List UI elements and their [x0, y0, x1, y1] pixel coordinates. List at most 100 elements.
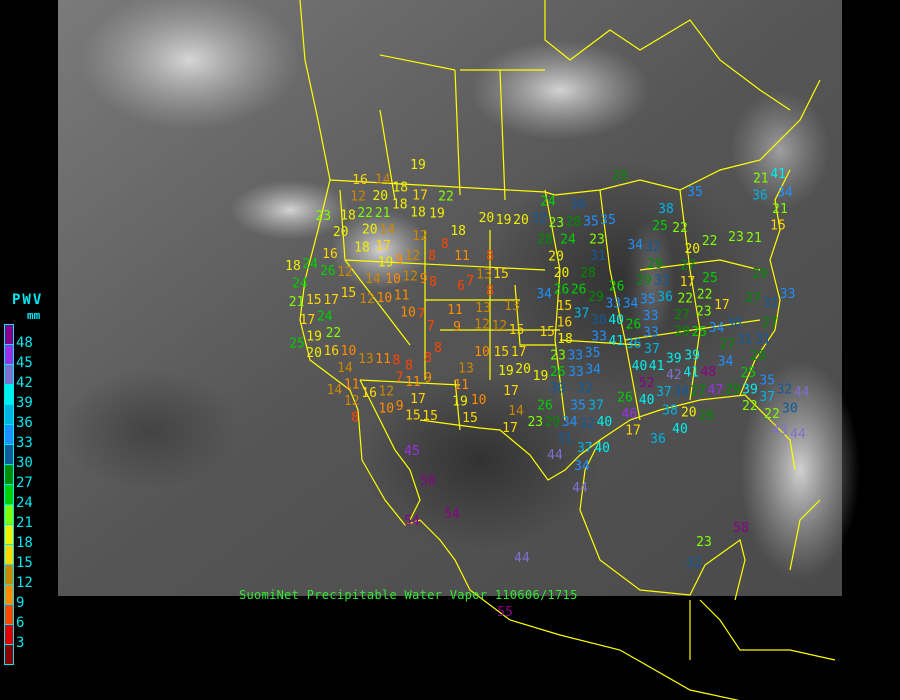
- pwv-station-value: 20: [515, 362, 531, 377]
- pwv-station-value: 8: [486, 249, 494, 264]
- pwv-station-value: 36: [650, 432, 666, 447]
- pwv-station-value: 30: [570, 198, 586, 213]
- pwv-station-value: 35: [585, 346, 601, 361]
- pwv-station-value: 32: [686, 556, 702, 571]
- pwv-station-value: 14: [508, 404, 524, 419]
- pwv-station-value: 29: [674, 325, 690, 340]
- pwv-station-value: 6: [457, 279, 465, 294]
- pwv-station-value: 8: [441, 237, 449, 252]
- pwv-station-value: 22: [677, 292, 693, 307]
- pwv-station-value: 37: [577, 441, 593, 456]
- legend-color-bar: [4, 324, 14, 665]
- pwv-station-value: 13: [358, 352, 374, 367]
- pwv-station-value: 21: [746, 231, 762, 246]
- pwv-station-value: 11: [453, 378, 469, 393]
- legend-label: 39: [16, 395, 33, 411]
- pwv-station-value: 12: [492, 319, 508, 334]
- pwv-station-value: 15: [557, 299, 573, 314]
- pwv-station-value: 23: [550, 349, 566, 364]
- pwv-station-value: 14: [365, 272, 381, 287]
- pwv-station-value: 33: [643, 309, 659, 324]
- legend-label: 21: [16, 515, 33, 531]
- pwv-station-value: 36: [752, 188, 768, 203]
- pwv-station-value: 10: [400, 305, 416, 320]
- pwv-station-value: 22: [702, 234, 718, 249]
- pwv-station-value: 35: [687, 185, 703, 200]
- pwv-station-value: 9: [396, 399, 404, 414]
- pwv-station-value: 12: [404, 249, 420, 264]
- pwv-station-value: 22: [326, 326, 342, 341]
- pwv-station-value: 13: [458, 361, 474, 376]
- pwv-station-value: 16: [361, 386, 377, 401]
- pwv-station-value: 29: [588, 290, 604, 305]
- pwv-station-value: 43: [772, 423, 788, 438]
- pwv-station-value: 54: [444, 507, 460, 522]
- legend-swatch: [4, 505, 14, 525]
- pwv-station-value: 12: [474, 317, 490, 332]
- pwv-station-value: 29: [545, 415, 561, 430]
- pwv-station-value: 19: [452, 395, 468, 410]
- pwv-station-value: 29: [698, 409, 714, 424]
- pwv-station-value: 11: [375, 352, 391, 367]
- pwv-station-value: 37: [656, 385, 672, 400]
- pwv-station-value: 12: [350, 189, 366, 204]
- pwv-station-value: 8: [424, 351, 432, 366]
- pwv-station-value: 15: [405, 408, 421, 423]
- pwv-station-value: 8: [429, 275, 437, 290]
- pwv-station-value: 25: [652, 219, 668, 234]
- pwv-station-value: 39: [742, 382, 758, 397]
- pwv-station-value: 22: [697, 288, 713, 303]
- pwv-station-value: 36: [626, 337, 642, 352]
- pwv-station-value: 27: [690, 384, 706, 399]
- pwv-station-value: 35: [640, 293, 656, 308]
- legend-label: 33: [16, 435, 33, 451]
- pwv-station-value: 19: [306, 329, 322, 344]
- pwv-station-value: 38: [662, 404, 678, 419]
- legend-label: 45: [16, 355, 33, 371]
- pwv-station-value: 30: [726, 316, 742, 331]
- pwv-station-value: 41: [770, 167, 786, 182]
- pwv-station-value: 8: [434, 341, 442, 356]
- pwv-station-value: 9: [420, 272, 428, 287]
- pwv-station-value: 32: [645, 240, 661, 255]
- pwv-station-value: 10: [378, 401, 394, 416]
- legend-swatch: [4, 385, 14, 405]
- pwv-station-value: 18: [340, 208, 356, 223]
- pwv-station-value: 32: [579, 417, 595, 432]
- pwv-station-value: 22: [672, 221, 688, 236]
- pwv-station-value: 23: [548, 216, 564, 231]
- pwv-station-value: 26: [537, 398, 553, 413]
- pwv-station-value: 20: [372, 189, 388, 204]
- pwv-station-value: 23: [589, 233, 605, 248]
- pwv-station-value: 40: [672, 422, 688, 437]
- pwv-station-value: 15: [422, 409, 438, 424]
- pwv-station-value: 20: [554, 266, 570, 281]
- pwv-station-value: 25: [289, 336, 305, 351]
- pwv-station-value: 21: [375, 206, 391, 221]
- pwv-station-value: 11: [405, 375, 421, 390]
- pwv-station-value: 41: [608, 334, 624, 349]
- pwv-station-value: 31: [590, 249, 606, 264]
- legend-swatch: [4, 565, 14, 585]
- pwv-station-value: 8: [486, 284, 494, 299]
- pwv-station-value: 41: [649, 359, 665, 374]
- pwv-station-value: 15: [462, 411, 478, 426]
- pwv-station-value: 17: [412, 189, 428, 204]
- legend-label: 3: [16, 635, 25, 651]
- pwv-station-value: 13: [475, 301, 491, 316]
- pwv-station-value: 34: [777, 185, 793, 200]
- legend-swatch: [4, 465, 14, 485]
- pwv-station-value: 12: [402, 270, 418, 285]
- legend-label: 12: [16, 575, 33, 591]
- pwv-station-value: 21: [753, 172, 769, 187]
- pwv-station-value: 44: [790, 427, 806, 442]
- pwv-station-value: 44: [794, 385, 810, 400]
- pwv-station-value: 28: [566, 215, 582, 230]
- pwv-station-value: 17: [503, 384, 519, 399]
- pwv-station-value: 15: [770, 219, 786, 234]
- pwv-station-value: 14: [379, 222, 395, 237]
- pwv-station-value: 29: [725, 382, 741, 397]
- pwv-station-value: 30: [591, 313, 607, 328]
- pwv-station-value: 20: [681, 405, 697, 420]
